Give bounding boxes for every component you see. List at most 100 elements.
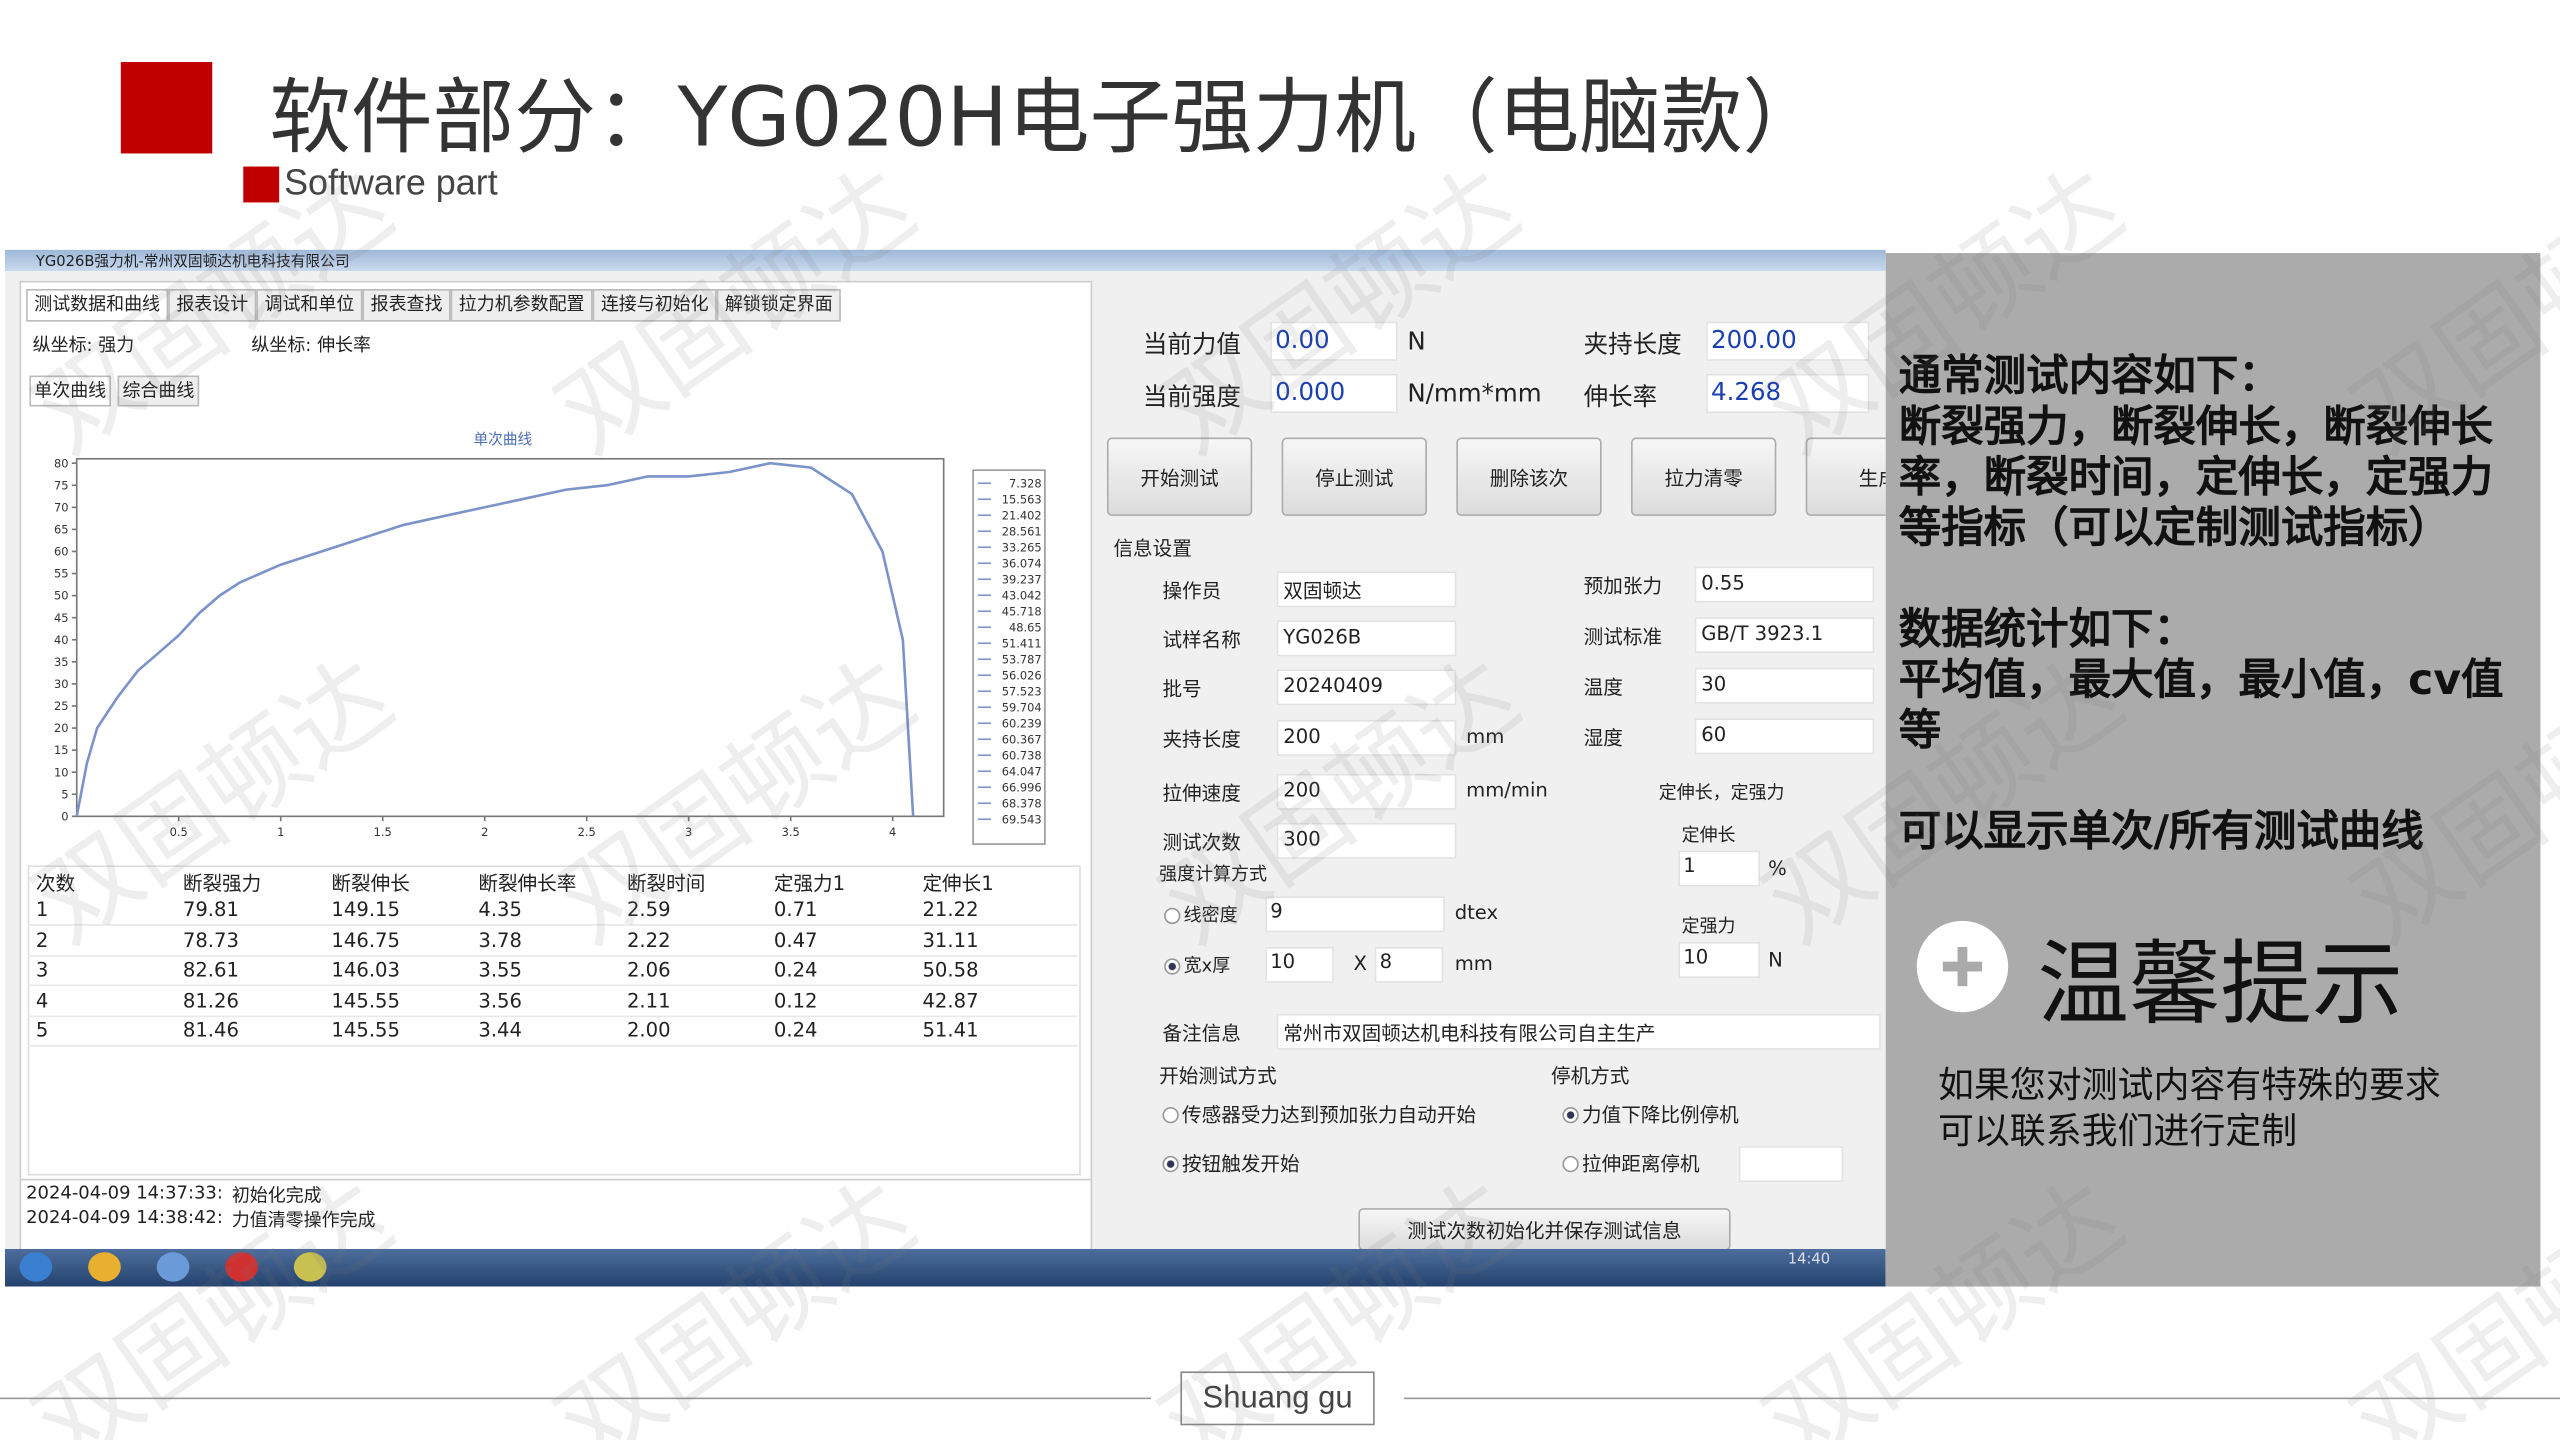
field-label: 操作员 [1162, 579, 1222, 603]
curve-tab[interactable]: 单次曲线 [29, 375, 112, 407]
field-value[interactable]: YG026B [1283, 625, 1362, 649]
radio[interactable] [1162, 1106, 1179, 1124]
taskbar-icon[interactable] [19, 1252, 53, 1282]
readout-label: 伸长率 [1583, 382, 1658, 412]
field-box [1276, 720, 1457, 756]
field-label: 测试标准 [1583, 625, 1663, 649]
field-value[interactable]: 9 [1270, 899, 1283, 923]
curve-tab[interactable]: 综合曲线 [117, 375, 200, 407]
field-value[interactable]: 300 [1283, 827, 1321, 851]
section-title: 信息设置 [1113, 537, 1192, 560]
radio[interactable] [1164, 907, 1181, 925]
radio[interactable] [1562, 1155, 1579, 1173]
radio-label: 拉伸距离停机 [1582, 1152, 1700, 1176]
footer-rule [0, 1397, 1152, 1400]
tab[interactable]: 调试和单位 [256, 288, 363, 322]
subtitle: Software part [284, 161, 498, 203]
field-label: 湿度 [1583, 726, 1623, 750]
radio-label: 按钮触发开始 [1182, 1152, 1300, 1176]
tab[interactable]: 连接与初始化 [592, 288, 717, 322]
field-value[interactable]: 20240409 [1283, 674, 1383, 698]
field-value[interactable]: 8 [1379, 950, 1393, 974]
table-cell: 0.12 [773, 989, 818, 1012]
axis-note: 纵坐标: 伸长率 [251, 334, 371, 356]
table-cell: 0.24 [773, 958, 818, 982]
table [27, 865, 1081, 1176]
field-label: 备注信息 [1162, 1022, 1241, 1045]
field-label: 夹持长度 [1162, 728, 1241, 752]
field-value[interactable]: GB/T 3923.1 [1701, 622, 1824, 645]
radio[interactable] [1162, 1155, 1179, 1173]
field-label: 测试次数 [1162, 831, 1241, 854]
app-window: YG026B强力机-常州双固顿达机电科技有限公司测试数据和曲线 报表设计 调试和单位… [4, 249, 1886, 1287]
field-value[interactable]: 200 [1283, 724, 1321, 748]
window-title: YG026B强力机-常州双固顿达机电科技有限公司 [35, 254, 350, 272]
readout-label: 夹持长度 [1583, 329, 1682, 360]
row-line [27, 1045, 1078, 1048]
field-box [1276, 773, 1457, 810]
readout-label: 当前强度 [1142, 382, 1241, 412]
title: 软件部分：YG020H电子强力机（电脑款） [269, 70, 1825, 165]
tab[interactable]: 测试数据和曲线 [26, 288, 169, 322]
button[interactable]: 生成 [1805, 437, 1886, 516]
row-line [27, 954, 1078, 957]
field-value[interactable]: 1 [1683, 853, 1696, 877]
taskbar-icon[interactable] [225, 1252, 258, 1282]
log-box [19, 1178, 1093, 1251]
side-panel [1885, 253, 2541, 1287]
table-header: 断裂强力 [182, 871, 262, 895]
table-cell: 3.44 [478, 1019, 522, 1043]
field-value[interactable]: 60 [1701, 723, 1727, 747]
field-value[interactable]: 常州市双固顿达机电科技有限公司自主生产 [1283, 1022, 1656, 1045]
taskbar-icon[interactable] [88, 1252, 121, 1282]
radio-label: 线密度 [1183, 904, 1238, 926]
field-box [1276, 620, 1457, 657]
radio[interactable] [1164, 958, 1181, 975]
tab[interactable]: 报表设计 [168, 288, 257, 322]
table-cell: 2.11 [626, 989, 671, 1012]
field-value[interactable]: 10 [1270, 950, 1296, 974]
title-bar [4, 249, 1886, 272]
title-square [120, 62, 213, 154]
button[interactable]: 删除该次 [1456, 437, 1602, 516]
field-value[interactable]: 30 [1701, 672, 1727, 696]
table-cell: 146.75 [331, 928, 400, 952]
field-value[interactable]: 10 [1683, 945, 1709, 969]
tab[interactable]: 报表查找 [362, 288, 451, 322]
table-cell: 0.47 [773, 928, 818, 952]
field-box [1694, 718, 1875, 755]
radio[interactable] [1562, 1106, 1579, 1124]
log-msg: 力值清零操作完成 [231, 1209, 376, 1232]
readout-unit: N [1407, 326, 1426, 356]
table-cell: 2 [35, 928, 49, 952]
row-line [27, 924, 1078, 926]
field-box [1276, 571, 1457, 608]
table-cell: 51.41 [922, 1019, 979, 1043]
tab[interactable]: 拉力机参数配置 [450, 288, 593, 322]
readout-value: 0.000 [1275, 377, 1346, 407]
taskbar-icon[interactable] [293, 1252, 327, 1282]
field-unit: mm/min [1466, 778, 1548, 802]
radio-label: 传感器受力达到预加张力自动开始 [1182, 1103, 1476, 1127]
table-cell: 2.59 [626, 897, 671, 921]
taskbar [4, 1248, 1886, 1287]
group-title: 开始测试方式 [1159, 1064, 1277, 1088]
button[interactable]: 停止测试 [1281, 437, 1427, 516]
intro-title: 通常测试内容如下： [1898, 352, 2281, 402]
button[interactable]: 开始测试 [1106, 437, 1253, 516]
field-value[interactable]: 200 [1283, 778, 1321, 802]
table-header: 断裂时间 [626, 871, 706, 895]
field-box [1276, 822, 1457, 859]
stats-body: 平均值，最大值，最小值，cv值等 [1898, 656, 2504, 756]
table-cell: 0.24 [773, 1019, 818, 1043]
field-value[interactable]: 0.55 [1701, 571, 1745, 595]
button[interactable]: 拉力清零 [1631, 437, 1777, 516]
plus-icon [1916, 920, 2009, 1013]
tab[interactable]: 解锁锁定界面 [716, 288, 841, 322]
field-value[interactable]: 双固顿达 [1283, 579, 1362, 603]
save-button[interactable]: 测试次数初始化并保存测试信息 [1358, 1208, 1731, 1251]
table-cell: 0.71 [773, 897, 818, 921]
taskbar-icon[interactable] [156, 1252, 190, 1282]
tip-body: 如果您对测试内容有特殊的要求 可以联系我们进行定制 [1938, 1064, 2441, 1155]
log-time: 2024-04-09 14:38:42: [26, 1206, 223, 1228]
